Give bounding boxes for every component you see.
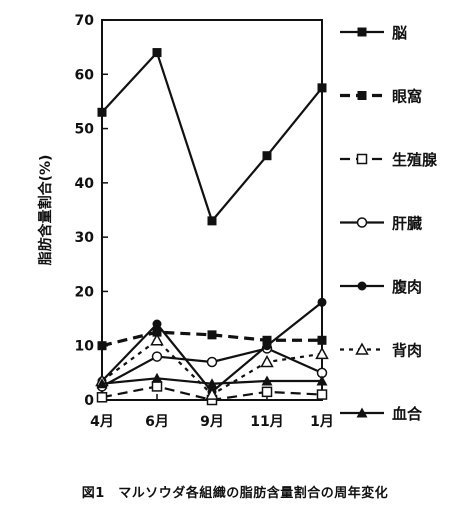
legend-marker <box>357 27 367 37</box>
data-point <box>151 372 163 383</box>
data-point <box>317 335 327 345</box>
series-layer <box>95 48 329 406</box>
y-tick-label: 50 <box>75 122 95 138</box>
legend-label: 血合 <box>392 405 423 423</box>
legend-entry: 脳 <box>340 24 407 42</box>
legend-marker <box>357 91 367 100</box>
data-point <box>151 351 163 362</box>
series-3 <box>96 381 328 406</box>
series-6 <box>95 333 329 400</box>
series-line <box>101 51 323 222</box>
data-point <box>97 107 107 117</box>
legend-label: 生殖腺 <box>392 151 438 169</box>
data-point <box>317 83 327 93</box>
data-point <box>96 392 108 403</box>
legend-entry: 眼窩 <box>340 88 422 106</box>
data-point <box>206 356 218 368</box>
series-7 <box>96 372 328 389</box>
legend-label: 背肉 <box>392 342 422 360</box>
data-point <box>152 327 162 337</box>
data-point <box>97 341 107 351</box>
data-point <box>206 378 218 389</box>
legend-entry: 血合 <box>340 405 423 423</box>
data-point <box>205 387 219 400</box>
y-axis-label: 脂肪含量割合(%) <box>37 155 54 267</box>
data-point <box>152 319 162 329</box>
data-point <box>260 354 274 368</box>
data-point <box>262 341 272 351</box>
y-tick-label: 70 <box>75 13 95 29</box>
legend-entry: 背肉 <box>340 342 422 360</box>
x-tick-label: 6月 <box>145 414 169 430</box>
series-2 <box>97 327 327 351</box>
legend-entry: 生殖腺 <box>340 151 438 169</box>
y-tick-label: 10 <box>75 339 95 355</box>
x-tick-label: 11月 <box>250 414 283 430</box>
legend-marker <box>356 217 368 228</box>
x-tick-label: 4月 <box>90 414 114 430</box>
y-tick-label: 20 <box>75 284 95 300</box>
legend-marker <box>355 342 369 355</box>
series-1 <box>97 48 327 226</box>
legend-entry: 腹肉 <box>340 278 422 296</box>
legend-label: 眼窩 <box>392 88 422 106</box>
data-point <box>207 330 217 340</box>
legend-label: 肝臓 <box>392 215 422 233</box>
data-point <box>152 48 162 58</box>
data-point <box>316 389 328 400</box>
data-point <box>262 151 272 161</box>
legend-marker <box>357 281 367 291</box>
figure-caption: 図1 マルソウダ各組織の脂肪含量割合の周年変化 <box>81 486 389 501</box>
legend-marker <box>356 407 368 418</box>
data-point <box>317 297 327 307</box>
legend-entry: 肝臓 <box>340 215 422 233</box>
legend-marker <box>356 153 368 165</box>
y-tick-label: 0 <box>84 393 94 409</box>
data-point <box>261 386 273 398</box>
x-tick-label: 9月 <box>200 414 224 430</box>
data-point <box>151 381 163 392</box>
y-tick-label: 40 <box>75 176 95 192</box>
data-point <box>150 333 164 346</box>
y-tick-label: 30 <box>75 230 95 246</box>
data-point <box>262 335 272 345</box>
data-point <box>96 378 108 389</box>
legend-label: 脳 <box>392 24 407 42</box>
data-point <box>315 346 329 360</box>
y-tick-label: 60 <box>75 67 95 83</box>
legend-label: 腹肉 <box>392 278 422 296</box>
data-point <box>316 375 328 386</box>
series-line <box>101 330 322 348</box>
data-point <box>261 375 273 386</box>
x-tick-label: 1月 <box>310 414 334 430</box>
plot-axes: 0 10 20 30 40 50 60 70 4月 6月 9月 11月 1月 脂肪含量割合(%) <box>37 13 334 430</box>
data-point <box>207 216 217 226</box>
